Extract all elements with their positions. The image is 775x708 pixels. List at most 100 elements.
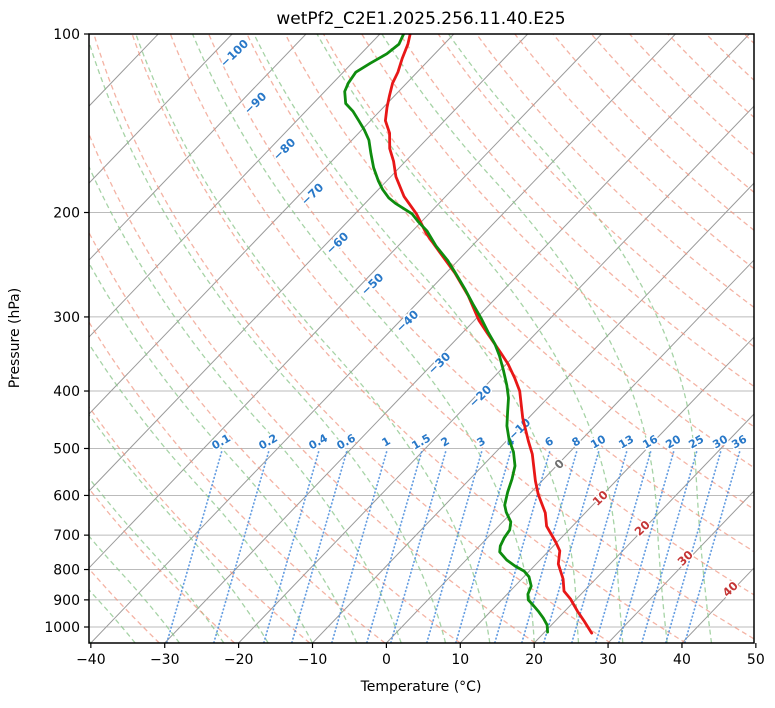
moist-adiabat-line	[89, 165, 402, 643]
dry-adiabat-line	[705, 34, 754, 82]
dry-adiabat-line	[89, 321, 386, 643]
moist-adiabat-line	[89, 40, 447, 643]
isotherm-label: −30	[425, 349, 453, 377]
y-tick-label: 800	[53, 563, 80, 579]
y-tick-label: 1000	[44, 620, 80, 636]
mixing-ratio-label: 2	[439, 434, 452, 449]
dry-adiabat-line	[246, 34, 754, 553]
mixing-ratio-line	[570, 451, 628, 643]
dry-adiabat-line	[207, 34, 754, 596]
y-tick-label: 100	[53, 27, 80, 43]
dry-adiabat-line	[89, 231, 461, 643]
isotherm-label: 0	[551, 456, 566, 472]
isotherm-line	[533, 413, 754, 643]
isotherm-line	[312, 182, 754, 643]
mixing-ratio-label: 8	[570, 434, 583, 449]
mixing-ratio-line	[683, 451, 741, 643]
y-axis-ticks: 100 200 300 400 500 600 700 800 900 1000	[44, 27, 89, 636]
chart-title: wetPf2_C2E1.2025.256.11.40.E25	[276, 9, 565, 29]
isotherm-line	[89, 34, 602, 569]
isotherm-line	[164, 34, 750, 643]
moist-adiabat-line	[89, 413, 269, 643]
x-axis-title: Temperature (°C)	[360, 679, 482, 695]
x-tick-label: 50	[747, 652, 765, 668]
dry-adiabat-lines	[89, 34, 754, 643]
moist-adiabat-line	[89, 261, 358, 643]
dry-adiabat-line	[360, 34, 754, 428]
mixing-ratio-label: 1	[380, 434, 393, 449]
dry-adiabat-line	[399, 34, 754, 388]
pressure-gridlines	[89, 34, 754, 628]
dry-adiabat-line	[322, 34, 754, 469]
mixing-ratio-label: 0.4	[307, 431, 331, 452]
isotherm-line	[459, 336, 754, 643]
dry-adiabat-line	[131, 34, 687, 643]
mixing-ratio-label: 1.5	[410, 431, 433, 452]
y-tick-label: 400	[53, 384, 80, 400]
moist-adiabat-lines	[0, 31, 713, 643]
moist-adiabat-line	[89, 342, 314, 643]
profile-lines	[343, 34, 594, 635]
dry-adiabat-line	[513, 34, 754, 270]
isotherm-line	[89, 34, 529, 492]
dry-adiabat-line	[284, 34, 754, 511]
x-tick-label: −30	[150, 652, 180, 668]
x-tick-label: −20	[224, 652, 254, 668]
y-axis-title: Pressure (hPa)	[7, 288, 23, 388]
mixing-ratio-line	[212, 451, 270, 643]
isotherm-line	[89, 34, 233, 184]
isotherm-label: −90	[241, 89, 269, 117]
isotherm-label: 40	[720, 579, 741, 600]
isotherm-label: −40	[393, 307, 421, 335]
mixing-ratio-line	[290, 451, 348, 643]
x-tick-label: 20	[525, 652, 543, 668]
y-tick-label: 700	[53, 528, 80, 544]
y-tick-label: 300	[53, 310, 80, 326]
dry-adiabat-line	[743, 34, 754, 45]
moist-adiabat-line	[89, 477, 225, 643]
moist-adiabat-line	[381, 34, 668, 643]
isotherm-line	[90, 34, 676, 643]
mixing-ratio-line	[262, 451, 320, 643]
isotherm-label: −70	[298, 180, 326, 208]
mixing-ratio-line	[664, 451, 722, 643]
x-tick-label: 30	[599, 652, 617, 668]
mixing-ratio-line	[493, 451, 551, 643]
isotherm-line	[238, 105, 754, 643]
x-tick-label: 0	[382, 652, 391, 668]
mixing-ratio-line	[389, 451, 447, 643]
x-tick-label: −10	[298, 652, 328, 668]
plot-border	[88, 33, 755, 644]
mixing-ratio-line	[365, 451, 423, 643]
mixing-ratio-label: 6	[543, 434, 556, 449]
x-tick-label: 10	[451, 652, 469, 668]
dry-adiabat-line	[89, 487, 235, 643]
isotherm-line	[386, 259, 754, 643]
y-tick-label: 200	[53, 206, 80, 222]
mixing-ratio-line	[640, 451, 698, 643]
isotherm-line	[607, 490, 754, 643]
mixing-ratio-line	[617, 451, 675, 643]
x-axis-ticks: −40 −30 −20 −10 0 10 20 30 40 50	[76, 643, 765, 668]
mixing-ratio-line	[330, 451, 388, 643]
dry-adiabat-line	[552, 34, 754, 232]
moist-adiabat-line	[253, 34, 580, 643]
y-tick-label: 900	[53, 593, 80, 609]
isotherm-line	[89, 34, 455, 415]
mixing-ratio-lines	[165, 451, 741, 643]
dry-adiabat-line	[169, 34, 754, 640]
isotherm-label: −20	[466, 382, 494, 410]
dry-adiabat-line	[89, 567, 160, 643]
moist-adiabat-line	[447, 34, 713, 643]
mixing-ratio-label: 3	[475, 434, 488, 449]
isotherm-line	[89, 34, 381, 338]
y-tick-label: 500	[53, 441, 80, 457]
isotherm-label: −80	[270, 135, 298, 163]
dry-adiabat-line	[93, 34, 611, 643]
isotherm-lines	[89, 34, 754, 643]
mixing-ratio-line	[425, 451, 483, 643]
mixing-ratio-line	[542, 451, 600, 643]
moist-adiabat-line	[135, 34, 491, 643]
moist-adiabat-line	[0, 31, 2, 643]
